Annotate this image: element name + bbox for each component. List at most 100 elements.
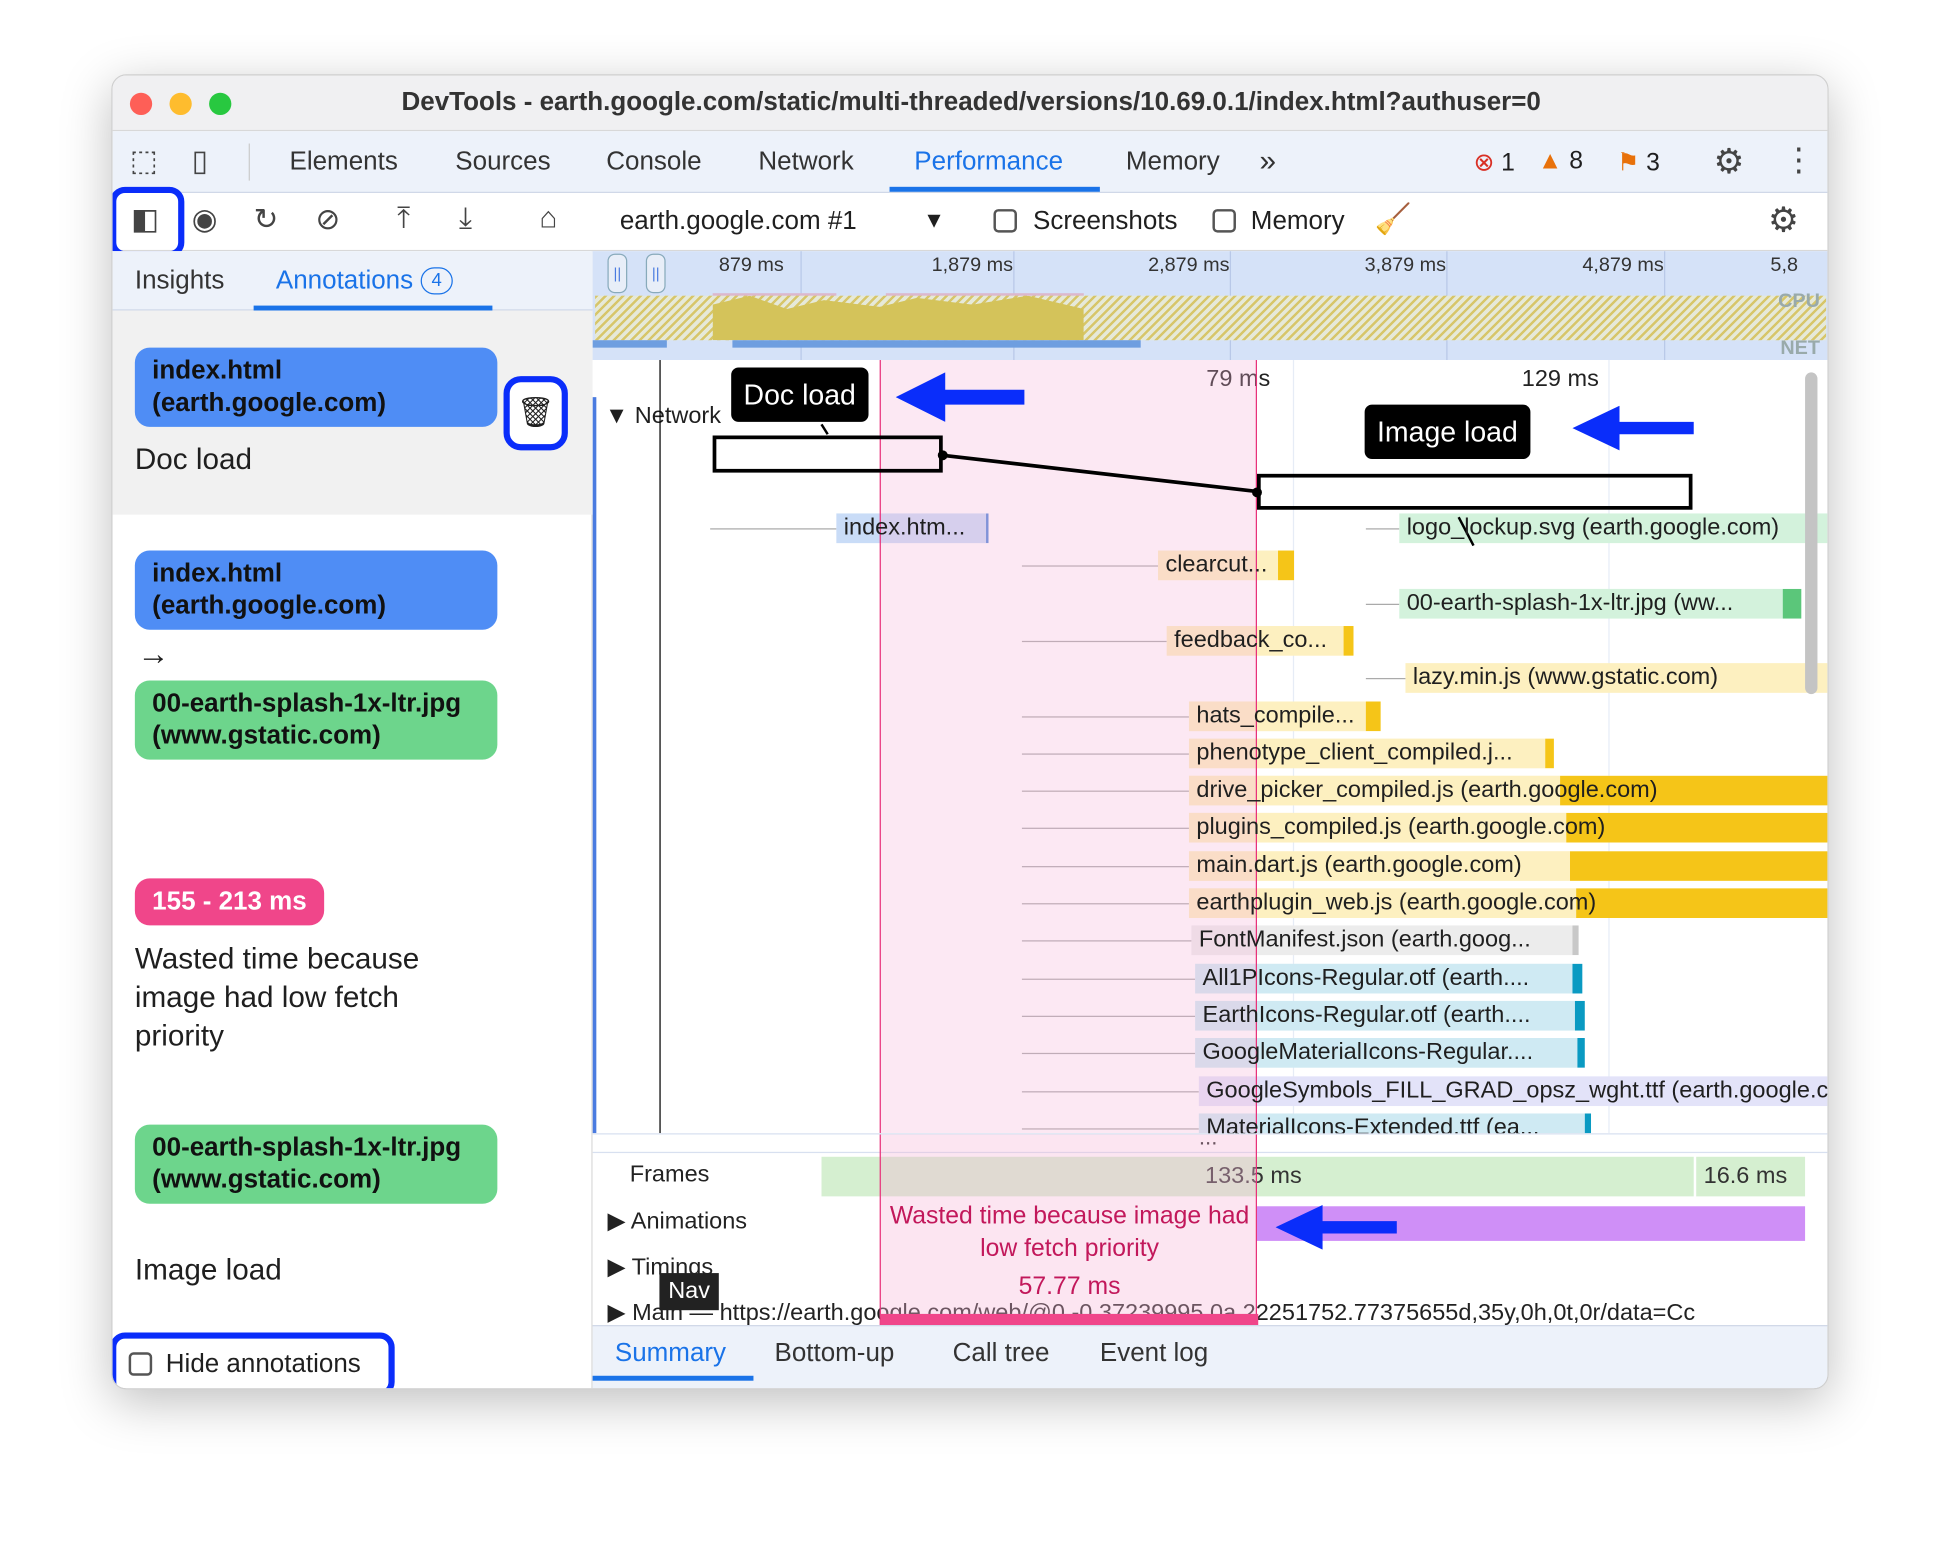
network-request-bar[interactable]: phenotype_client_compiled.j... — [1188, 738, 1554, 769]
more-tabs-button[interactable]: » — [1259, 144, 1276, 179]
network-request-bar[interactable]: feedback_co... — [1166, 625, 1354, 656]
upload-icon[interactable]: ⤒ — [397, 201, 411, 236]
network-request-bar[interactable]: index.htm... — [836, 513, 989, 544]
delete-annotation-button[interactable]: 🗑 — [503, 376, 568, 451]
close-window-button[interactable] — [129, 92, 153, 116]
nav-marker[interactable]: Nav — [659, 1273, 719, 1311]
capture-settings-gear-icon[interactable]: ⚙ — [1767, 200, 1800, 239]
tab-performance[interactable]: Performance — [914, 147, 1064, 176]
frames-track-label[interactable]: Frames — [629, 1161, 710, 1188]
warning-count[interactable]: ▲ 8 — [1537, 147, 1583, 175]
inspect-element-icon[interactable]: ⬚ — [129, 144, 158, 179]
network-request-bar[interactable]: GoogleMaterialIcons-Regular.... — [1195, 1038, 1585, 1068]
network-request-bar[interactable]: drive_picker_compiled.js (earth.google.c… — [1188, 775, 1828, 806]
timeline-overview[interactable]: 879 ms 1,879 ms 2,879 ms 3,879 ms 4,879 ms 5,… — [592, 251, 1828, 361]
download-segment — [1560, 775, 1828, 806]
range-handle-right[interactable]: || — [645, 253, 666, 294]
request-label: MaterialIcons-Extended.ttf (ea... — [1206, 1114, 1540, 1134]
network-request-bar[interactable]: hats_compile... — [1188, 700, 1381, 731]
issue-count[interactable]: ⚑ 3 — [1617, 149, 1660, 177]
download-segment — [1572, 925, 1579, 956]
request-wait-whisker — [1021, 1128, 1199, 1130]
more-options-icon[interactable]: ⋮ — [1782, 141, 1815, 179]
record-icon[interactable]: ◉ — [191, 202, 218, 237]
network-request-bar[interactable]: FontManifest.json (earth.goog... — [1191, 925, 1579, 956]
memory-checkbox[interactable] — [1212, 209, 1236, 233]
network-request-bar[interactable]: earthplugin_web.js (earth.google.com) — [1188, 888, 1828, 919]
network-request-bar[interactable]: All1PIcons-Regular.otf (earth.... — [1195, 963, 1583, 993]
network-track-header[interactable]: ▼ Network — [604, 403, 722, 430]
download-segment — [1584, 1113, 1592, 1134]
network-request-bar[interactable]: logo_lockup.svg (earth.google.com) — [1399, 513, 1828, 544]
garbage-collect-icon[interactable]: 🧹 — [1374, 202, 1412, 237]
network-request-bar[interactable]: clearcut... — [1158, 550, 1295, 581]
overview-tick-label: 3,879 ms — [1364, 254, 1447, 276]
frame-bar[interactable]: 16.6 ms — [1696, 1156, 1806, 1197]
request-label: All1PIcons-Regular.otf (earth.... — [1202, 964, 1530, 991]
ruler-tick-label: 129 ms — [1521, 366, 1599, 393]
device-toolbar-icon[interactable]: ▯ — [191, 144, 209, 179]
settings-gear-icon[interactable]: ⚙ — [1713, 142, 1745, 181]
tab-memory[interactable]: Memory — [1125, 147, 1220, 176]
scrollbar[interactable] — [1805, 372, 1818, 695]
network-request-bar[interactable]: GoogleSymbols_FILL_GRAD_opsz_wght.ttf (e… — [1198, 1075, 1828, 1106]
chevron-down-icon[interactable]: ▼ — [922, 207, 946, 233]
error-icon: ⊗ — [1473, 149, 1495, 177]
home-icon[interactable]: ⌂ — [539, 201, 558, 236]
range-bar — [880, 1313, 1259, 1326]
tab-insights[interactable]: Insights — [134, 265, 225, 295]
annotation-entry-chip[interactable]: 00-earth-splash-1x-ltr.jpg (www.gstatic.… — [134, 1124, 498, 1204]
entry-link-arrow — [820, 423, 1475, 547]
request-wait-whisker — [1021, 865, 1189, 867]
frame-bar[interactable]: 133.5 ms — [821, 1156, 1694, 1197]
network-request-bar[interactable]: 00-earth-splash-1x-ltr.jpg (ww... — [1399, 588, 1802, 619]
network-request-bar[interactable]: EarthIcons-Regular.otf (earth.... — [1195, 1000, 1585, 1031]
tab-console[interactable]: Console — [606, 147, 702, 176]
range-handle-left[interactable]: || — [607, 253, 628, 294]
tab-summary[interactable]: Summary — [614, 1338, 727, 1368]
download-segment — [1365, 700, 1381, 731]
tab-network[interactable]: Network — [758, 147, 854, 176]
network-request-bar[interactable]: lazy.min.js (www.gstatic.com) — [1405, 663, 1828, 694]
doc-load-label[interactable]: Doc load — [731, 367, 869, 422]
reload-record-icon[interactable]: ↻ — [253, 202, 279, 237]
tab-sources[interactable]: Sources — [455, 147, 551, 176]
time-range-annotation[interactable]: Wasted time because image had low fetch … — [879, 1134, 1259, 1326]
time-range-annotation[interactable] — [879, 360, 1257, 1134]
toggle-sidebar-icon[interactable]: ◧ — [131, 202, 160, 237]
tab-elements[interactable]: Elements — [289, 147, 398, 176]
error-count[interactable]: ⊗ 1 — [1473, 149, 1515, 177]
tab-annotations[interactable]: Annotations 4 — [276, 266, 453, 296]
request-wait-whisker — [1021, 1015, 1196, 1017]
animations-track[interactable]: ▶ Animations — [607, 1208, 748, 1235]
network-request-bar[interactable]: main.dart.js (earth.google.com) — [1188, 850, 1828, 881]
request-wait-whisker — [1021, 940, 1192, 942]
download-segment — [1577, 1038, 1585, 1068]
network-request-bar[interactable]: MaterialIcons-Extended.ttf (ea... — [1198, 1113, 1592, 1134]
annotation-link-from-chip[interactable]: index.html (earth.google.com) — [134, 550, 498, 630]
warning-icon: ▲ — [1537, 147, 1563, 175]
annotations-sidebar: Insights Annotations 4 index.html (earth… — [112, 251, 593, 1389]
annotation-range-chip[interactable]: 155 - 213 ms — [134, 878, 325, 926]
tab-event-log[interactable]: Event log — [1099, 1338, 1209, 1368]
annotation-entry-chip[interactable]: index.html (earth.google.com) — [134, 347, 498, 427]
issue-icon: ⚑ — [1617, 149, 1640, 177]
network-request-bar[interactable]: plugins_compiled.js (earth.google.com) — [1188, 813, 1828, 844]
resize-handle[interactable]: ... — [1198, 1133, 1218, 1150]
download-icon[interactable]: ⤓ — [459, 201, 473, 236]
image-load-label[interactable]: Image load — [1364, 404, 1531, 460]
hide-annotations-checkbox[interactable] — [128, 1352, 153, 1376]
minimize-window-button[interactable] — [169, 92, 192, 116]
target-select[interactable]: earth.google.com #1 — [619, 206, 857, 236]
tab-call-tree[interactable]: Call tree — [952, 1338, 1050, 1368]
clear-icon[interactable]: ⊘ — [315, 202, 341, 237]
screenshots-checkbox[interactable] — [993, 209, 1017, 233]
annotation-link-to-chip[interactable]: 00-earth-splash-1x-ltr.jpg (www.gstatic.… — [134, 680, 498, 760]
memory-label: Memory — [1250, 206, 1345, 236]
request-wait-whisker — [1021, 978, 1196, 980]
devtools-window: DevTools - earth.google.com/static/multi… — [111, 74, 1829, 1390]
tab-bottom-up[interactable]: Bottom-up — [774, 1338, 895, 1368]
download-segment — [986, 513, 989, 544]
zoom-window-button[interactable] — [209, 92, 232, 116]
